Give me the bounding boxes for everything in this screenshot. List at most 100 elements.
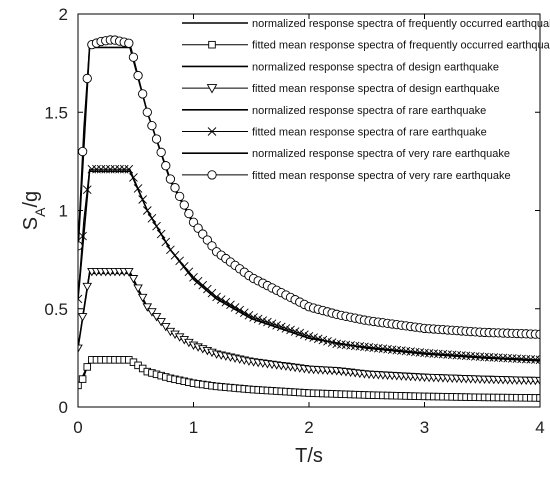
y-tick-label: 0.5	[44, 300, 68, 319]
series-6-marker	[244, 310, 254, 320]
series-6-marker	[281, 324, 291, 333]
series-6-marker	[82, 185, 92, 194]
legend-label-2: fitted mean response spectra of frequent…	[252, 40, 550, 52]
x-axis-label: T/s	[295, 445, 323, 467]
series-8-marker	[156, 147, 166, 157]
series-6-marker	[184, 267, 194, 277]
series-8-marker	[179, 200, 189, 210]
y-tick-label: 1	[59, 202, 68, 221]
y-tick-label: 0	[59, 398, 68, 417]
x-tick-label: 1	[189, 418, 198, 437]
series-4-marker	[128, 275, 139, 284]
series-2-marker	[536, 394, 540, 402]
series-8-marker	[78, 146, 88, 157]
series-6-marker	[110, 164, 120, 174]
y-tick-label: 2	[59, 5, 68, 24]
series-6-marker	[92, 164, 101, 174]
series-6-marker	[230, 303, 240, 312]
series-6-marker	[78, 231, 87, 241]
series-6-marker	[175, 256, 184, 266]
series-8-marker	[170, 183, 180, 193]
series-2-marker	[83, 363, 91, 371]
axes-layer: 0 1 2 3 4 0 0.5 1 1.5 2	[44, 5, 544, 437]
legend-label-1: normalized response spectra of frequentl…	[252, 18, 550, 30]
legend-label-8: fitted mean response spectra of very rar…	[252, 170, 511, 182]
series-6-marker	[170, 250, 180, 260]
series-6-marker	[124, 164, 134, 174]
series-8-marker	[147, 120, 157, 131]
series-4-marker	[161, 322, 171, 332]
series-6-marker	[156, 229, 166, 239]
series-8-marker	[142, 107, 152, 117]
series-6-marker	[295, 328, 305, 338]
series-6-marker	[193, 276, 203, 286]
series-6-marker	[535, 355, 540, 365]
x-tick-label: 2	[304, 418, 313, 437]
legend-marker-2	[208, 40, 216, 49]
series-6-marker	[87, 164, 97, 174]
series-6-marker	[221, 297, 231, 307]
y-axis-label: SA/g	[20, 191, 48, 230]
series-4-marker	[78, 313, 88, 322]
legend-marker-4	[206, 84, 218, 94]
series-6-marker	[272, 320, 281, 330]
series-6-marker	[96, 164, 106, 174]
series-6-marker	[267, 319, 277, 329]
series-6-marker	[142, 206, 152, 215]
series-line-5	[78, 170, 540, 362]
series-6-marker	[258, 316, 268, 325]
series-6-marker	[263, 317, 272, 327]
series-4-marker	[82, 282, 93, 292]
series-6-marker	[133, 184, 143, 193]
legend-marker-6	[207, 127, 217, 136]
series-8-marker	[82, 73, 92, 84]
series-8-marker	[151, 134, 162, 144]
series-4-marker	[151, 313, 162, 322]
y-tick-label: 1.5	[44, 103, 68, 122]
legend-label-7: normalized response spectra of very rare…	[252, 148, 510, 160]
series-4-marker	[142, 303, 153, 312]
series-6-marker	[166, 245, 175, 255]
legend: normalized response spectra of frequentl…	[182, 18, 550, 182]
series-6-marker	[203, 284, 212, 294]
series-6-marker	[249, 313, 258, 322]
axis-labels: T/s SA/g	[20, 191, 323, 467]
series-4-marker	[133, 284, 143, 293]
series-6-marker	[212, 292, 221, 302]
series-6-marker	[161, 237, 171, 247]
x-tick-label: 4	[535, 418, 544, 437]
series-8-marker	[165, 174, 176, 184]
series-6-marker	[119, 164, 129, 174]
series-8-marker	[138, 89, 148, 99]
series-6-marker	[276, 322, 286, 332]
series-6-marker	[240, 308, 249, 317]
series-6-marker	[152, 221, 161, 231]
series-6-marker	[226, 300, 235, 310]
series-6-marker	[189, 272, 198, 282]
series-6-marker	[129, 173, 138, 182]
series-8-marker	[124, 38, 134, 48]
series-4-marker	[137, 293, 148, 303]
series-6-marker	[106, 164, 115, 174]
series-4-marker	[156, 318, 166, 327]
legend-label-4: fitted mean response spectra of design e…	[252, 83, 500, 95]
series-4-marker	[78, 344, 83, 353]
series-8-marker	[174, 191, 185, 202]
legend-label-3: normalized response spectra of design ea…	[252, 61, 499, 73]
legend-label-5: normalized response spectra of rare eart…	[252, 105, 486, 117]
x-tick-label: 3	[420, 418, 429, 437]
series-8-marker	[133, 70, 143, 81]
series-6-marker	[115, 164, 124, 174]
series-layer	[78, 35, 540, 402]
series-2-marker	[78, 375, 87, 383]
series-4-marker	[147, 308, 157, 317]
series-6-marker	[286, 325, 295, 335]
series-6-marker	[207, 288, 217, 298]
series-6-marker	[235, 305, 245, 315]
series-4-marker	[124, 267, 134, 277]
series-4-marker	[535, 377, 540, 386]
series-6-marker	[147, 214, 157, 223]
legend-label-6: fitted mean response spectra of rare ear…	[252, 127, 487, 139]
